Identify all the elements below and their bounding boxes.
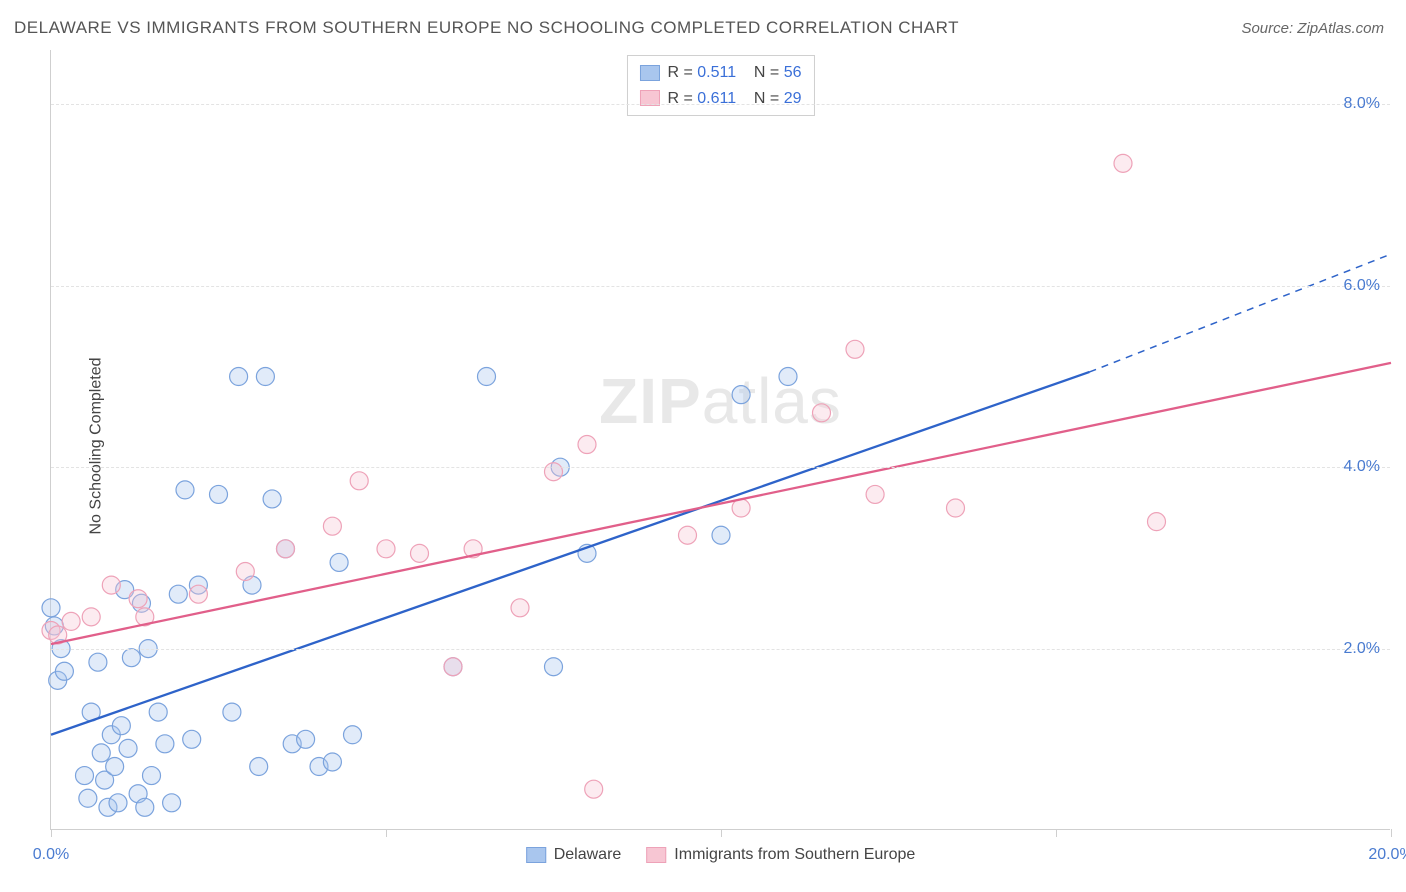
data-point (323, 753, 341, 771)
y-tick-label: 6.0% (1344, 277, 1380, 295)
data-point (119, 739, 137, 757)
y-tick-label: 8.0% (1344, 95, 1380, 113)
data-point (62, 612, 80, 630)
data-point (89, 653, 107, 671)
data-point (189, 585, 207, 603)
x-tick (1391, 829, 1392, 837)
trend-line (51, 372, 1090, 735)
y-tick-label: 2.0% (1344, 640, 1380, 658)
swatch-icon (526, 847, 546, 863)
legend-label: Delaware (554, 846, 622, 864)
x-tick-label: 0.0% (33, 846, 69, 864)
grid-line (51, 467, 1390, 468)
data-point (250, 758, 268, 776)
data-point (323, 517, 341, 535)
x-tick-label: 20.0% (1368, 846, 1406, 864)
data-point (330, 553, 348, 571)
swatch-icon (646, 847, 666, 863)
data-point (478, 368, 496, 386)
data-point (223, 703, 241, 721)
data-point (122, 649, 140, 667)
data-point (377, 540, 395, 558)
trend-line-extrapolated (1090, 254, 1392, 372)
data-point (679, 526, 697, 544)
data-point (411, 544, 429, 562)
data-point (112, 717, 130, 735)
data-point (1148, 513, 1166, 531)
data-point (779, 368, 797, 386)
data-point (256, 368, 274, 386)
data-point (156, 735, 174, 753)
data-point (813, 404, 831, 422)
data-point (55, 662, 73, 680)
data-point (129, 590, 147, 608)
data-point (102, 576, 120, 594)
trend-line (51, 363, 1391, 644)
data-point (350, 472, 368, 490)
data-point (210, 485, 228, 503)
legend-item: Delaware (526, 846, 622, 864)
data-point (82, 608, 100, 626)
scatter-plot (51, 50, 1390, 829)
data-point (1114, 154, 1132, 172)
data-point (511, 599, 529, 617)
data-point (176, 481, 194, 499)
legend-label: Immigrants from Southern Europe (674, 846, 915, 864)
data-point (297, 730, 315, 748)
data-point (136, 798, 154, 816)
data-point (947, 499, 965, 517)
grid-line (51, 104, 1390, 105)
x-tick (721, 829, 722, 837)
data-point (578, 436, 596, 454)
x-tick (51, 829, 52, 837)
data-point (76, 767, 94, 785)
source-label: Source: ZipAtlas.com (1241, 20, 1384, 37)
data-point (149, 703, 167, 721)
data-point (344, 726, 362, 744)
plot-area: ZIPatlas R = 0.511 N = 56 R = 0.611 (50, 50, 1390, 830)
data-point (712, 526, 730, 544)
data-point (143, 767, 161, 785)
data-point (92, 744, 110, 762)
data-point (263, 490, 281, 508)
data-point (230, 368, 248, 386)
data-point (236, 563, 254, 581)
data-point (42, 599, 60, 617)
data-point (163, 794, 181, 812)
chart-container: DELAWARE VS IMMIGRANTS FROM SOUTHERN EUR… (0, 0, 1406, 892)
data-point (545, 658, 563, 676)
data-point (732, 386, 750, 404)
data-point (277, 540, 295, 558)
chart-title: DELAWARE VS IMMIGRANTS FROM SOUTHERN EUR… (14, 18, 959, 38)
data-point (545, 463, 563, 481)
data-point (106, 758, 124, 776)
grid-line (51, 649, 1390, 650)
x-tick (1056, 829, 1057, 837)
data-point (183, 730, 201, 748)
data-point (109, 794, 127, 812)
data-point (444, 658, 462, 676)
grid-line (51, 286, 1390, 287)
data-point (79, 789, 97, 807)
x-tick (386, 829, 387, 837)
data-point (846, 340, 864, 358)
data-point (866, 485, 884, 503)
data-point (585, 780, 603, 798)
data-point (169, 585, 187, 603)
y-tick-label: 4.0% (1344, 458, 1380, 476)
legend-series: Delaware Immigrants from Southern Europe (526, 846, 916, 864)
legend-item: Immigrants from Southern Europe (646, 846, 915, 864)
